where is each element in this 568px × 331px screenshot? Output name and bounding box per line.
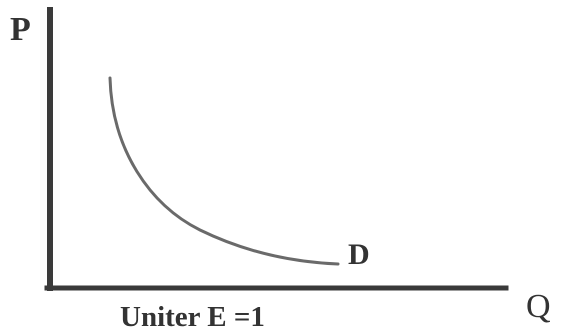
y-axis-label: P bbox=[10, 11, 31, 48]
x-axis-label: Q bbox=[526, 288, 551, 325]
demand-curve bbox=[108, 76, 340, 266]
curve-label: D bbox=[348, 238, 370, 271]
diagram-caption: Uniter E =1 bbox=[120, 301, 265, 331]
